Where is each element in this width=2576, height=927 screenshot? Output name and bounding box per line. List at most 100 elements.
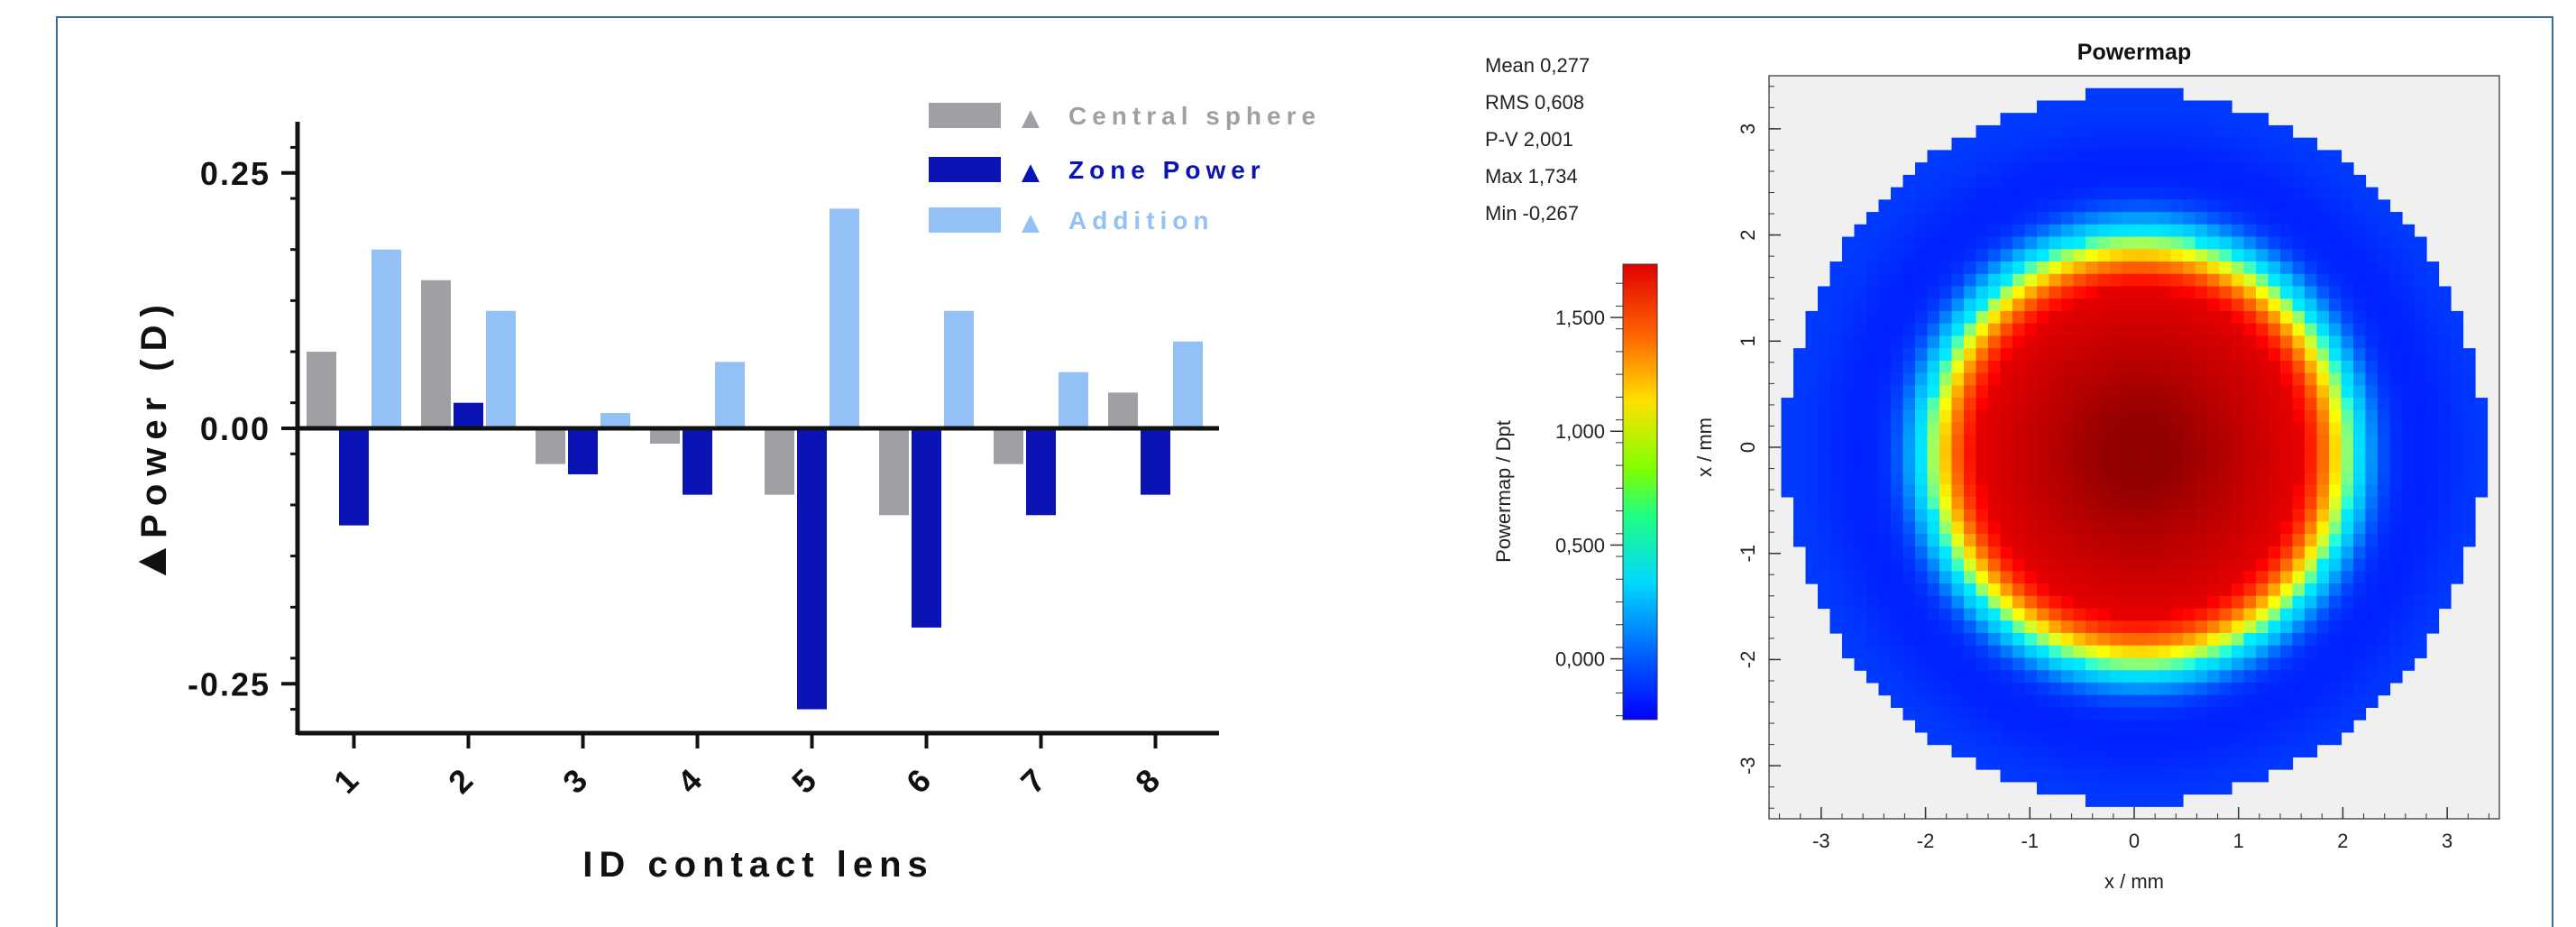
map-cell [1818,447,1831,461]
map-cell [1878,534,1892,547]
map-cell [2195,484,2208,498]
map-cell [2219,113,2232,126]
map-cell [2219,236,2232,250]
map-cell [2183,670,2196,684]
map-cell [1818,558,1831,572]
map-cell [2122,459,2135,473]
map-cell [2110,769,2123,783]
map-cell [2170,757,2184,770]
map-cell [1902,348,1916,362]
map-cell [2329,372,2342,386]
map-cell [2159,199,2172,213]
map-cell [2086,645,2099,659]
map-cell [1854,459,1867,473]
map-cell [2341,372,2354,386]
map-cell [1988,521,2002,535]
map-cell [2451,558,2464,572]
map-cell [2086,398,2099,411]
map-cell [2243,744,2257,757]
map-cell [2329,187,2342,200]
map-cell [1951,595,1965,610]
map-cell [1951,484,1965,498]
map-cell [1976,633,1989,647]
map-cell [2256,608,2269,621]
map-cell [2012,409,2026,424]
map-cell [1866,472,1880,485]
map-cell [2134,286,2148,299]
map-cell [2086,620,2099,634]
map-cell [1988,348,2002,362]
map-cell [1891,571,1904,584]
map-cell [1805,422,1819,436]
map-cell [2049,496,2062,510]
map-cell [2122,633,2135,647]
map-cell [1939,323,1953,336]
map-cell [2268,372,2281,386]
map-cell [1902,435,1916,448]
map-cell [2037,273,2050,288]
map-cell [2110,484,2123,498]
map-y-tick-label: -1 [1737,545,1759,563]
map-cell [1976,385,1989,399]
map-cell [2086,273,2099,288]
map-cell [2243,558,2257,572]
map-cell [1866,608,1880,621]
map-cell [2365,694,2379,708]
map-cell [2086,521,2099,535]
map-cell [2353,224,2367,238]
map-cell [1793,447,1807,461]
map-cell [2292,633,2306,647]
map-cell [1927,509,1940,522]
map-cell [2170,435,2184,448]
map-cell [1902,496,1916,510]
map-cell [1805,484,1819,498]
map-cell [1818,335,1831,349]
map-cell [2305,398,2318,411]
map-cell [2378,521,2391,535]
map-cell [2170,794,2184,807]
map-cell [2146,372,2159,386]
map-cell [1878,273,1892,288]
map-cell [2024,249,2038,262]
map-cell [2049,781,2062,795]
map-cell [2462,398,2476,411]
map-cell [2219,298,2232,312]
map-cell [2097,447,2111,461]
map-cell [1842,546,1856,560]
map-cell [2268,273,2281,288]
map-cell [2037,472,2050,485]
map-cell [2159,608,2172,621]
map-cell [1915,199,1929,213]
map-cell [2475,435,2489,448]
map-cell [2451,435,2464,448]
map-cell [2329,348,2342,362]
map-cell [1842,484,1856,498]
map-cell [2134,757,2148,770]
map-cell [2195,348,2208,362]
map-cell [2000,757,2013,770]
map-cell [2049,620,2062,634]
map-cell [2195,558,2208,572]
map-cell [1902,670,1916,684]
map-cell [2389,422,2403,436]
map-cell [2146,769,2159,783]
map-cell [2195,682,2208,696]
map-cell [2268,385,2281,399]
map-cell [2280,174,2294,188]
map-cell [2183,583,2196,597]
map-cell [2134,472,2148,485]
map-cell [2353,694,2367,708]
map-cell [2122,262,2135,275]
map-cell [2316,694,2330,708]
map-cell [1818,546,1831,560]
map-cell [1964,187,1977,200]
map-cell [2292,385,2306,399]
map-cell [1915,484,1929,498]
map-cell [2256,633,2269,647]
map-cell [2024,633,2038,647]
map-cell [2183,100,2196,114]
map-cell [2110,794,2123,807]
map-cell [2086,447,2099,461]
map-cell [2256,558,2269,572]
